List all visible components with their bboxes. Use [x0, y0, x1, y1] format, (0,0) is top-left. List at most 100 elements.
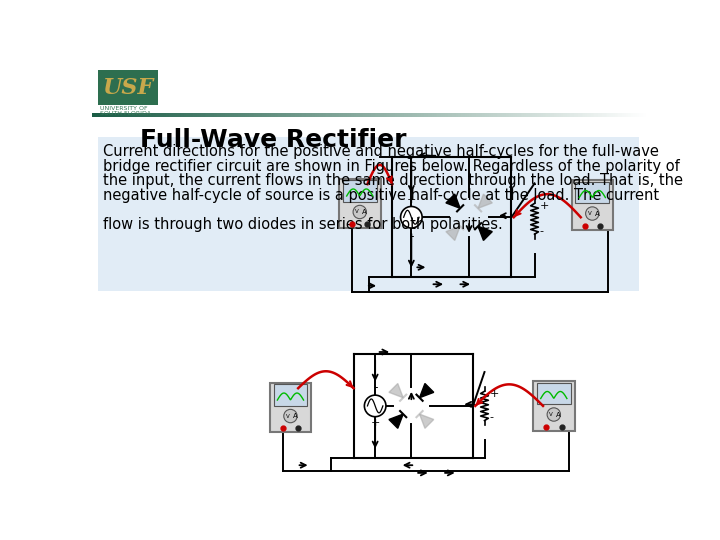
Bar: [641, 113, 643, 117]
Bar: [267, 113, 270, 117]
Bar: [644, 113, 647, 117]
Bar: [203, 113, 205, 117]
Bar: [181, 113, 183, 117]
Text: +: +: [490, 389, 499, 400]
Bar: [138, 113, 140, 117]
Bar: [513, 113, 516, 117]
Bar: [603, 113, 606, 117]
Bar: [559, 113, 562, 117]
Bar: [526, 113, 528, 117]
Polygon shape: [389, 414, 403, 428]
Bar: [544, 113, 547, 117]
Bar: [611, 113, 613, 117]
Bar: [390, 113, 392, 117]
Bar: [476, 113, 479, 117]
Bar: [585, 113, 588, 117]
Bar: [188, 113, 191, 117]
Bar: [194, 113, 196, 117]
Bar: [107, 113, 109, 117]
Bar: [96, 113, 98, 117]
Bar: [314, 113, 316, 117]
Bar: [621, 113, 623, 117]
Bar: [364, 113, 366, 117]
FancyBboxPatch shape: [575, 182, 609, 204]
Bar: [166, 113, 168, 117]
Text: V: V: [588, 211, 591, 216]
Bar: [293, 113, 296, 117]
Bar: [269, 113, 272, 117]
Bar: [505, 113, 508, 117]
Bar: [631, 113, 634, 117]
Text: A: A: [362, 209, 367, 215]
Bar: [123, 113, 126, 117]
Bar: [149, 113, 152, 117]
Bar: [182, 113, 185, 117]
Bar: [230, 113, 233, 117]
Bar: [326, 113, 329, 117]
Bar: [404, 113, 407, 117]
Bar: [576, 113, 579, 117]
Bar: [380, 113, 383, 117]
Bar: [162, 113, 165, 117]
Circle shape: [585, 207, 599, 220]
Text: UNIVERSITY OF: UNIVERSITY OF: [99, 106, 147, 111]
Bar: [135, 113, 137, 117]
Bar: [437, 113, 440, 117]
Bar: [354, 113, 357, 117]
Bar: [569, 113, 571, 117]
Bar: [136, 113, 139, 117]
Bar: [433, 113, 436, 117]
Bar: [299, 113, 302, 117]
Bar: [297, 113, 300, 117]
Bar: [339, 113, 342, 117]
Bar: [195, 113, 198, 117]
FancyBboxPatch shape: [343, 180, 377, 202]
Bar: [615, 113, 618, 117]
Bar: [386, 113, 388, 117]
Bar: [580, 113, 582, 117]
Bar: [204, 113, 207, 117]
Text: -: -: [540, 226, 544, 236]
Bar: [485, 113, 488, 117]
Polygon shape: [420, 383, 433, 398]
Bar: [173, 113, 176, 117]
Bar: [462, 113, 464, 117]
Bar: [616, 113, 619, 117]
Bar: [253, 113, 255, 117]
Bar: [325, 113, 328, 117]
Bar: [419, 113, 421, 117]
Bar: [271, 113, 274, 117]
Bar: [110, 113, 113, 117]
Bar: [356, 113, 359, 117]
Bar: [510, 113, 512, 117]
Bar: [186, 113, 189, 117]
Bar: [565, 113, 567, 117]
Bar: [578, 113, 580, 117]
Text: +: +: [407, 195, 416, 205]
Text: flow is through two diodes in series for both polarities.: flow is through two diodes in series for…: [104, 217, 503, 232]
Bar: [449, 113, 451, 117]
Bar: [148, 113, 150, 117]
Bar: [489, 113, 492, 117]
Bar: [212, 113, 215, 117]
Bar: [169, 113, 172, 117]
Bar: [539, 113, 541, 117]
Text: the input, the current flows in the same direction through the load. That is, th: the input, the current flows in the same…: [104, 173, 683, 188]
Bar: [306, 113, 309, 117]
Bar: [302, 113, 305, 117]
Bar: [348, 113, 351, 117]
Bar: [280, 113, 283, 117]
Bar: [319, 113, 322, 117]
Bar: [215, 113, 218, 117]
Text: -: -: [409, 230, 413, 242]
Bar: [347, 113, 349, 117]
Bar: [177, 113, 179, 117]
Bar: [338, 113, 341, 117]
Bar: [557, 113, 560, 117]
Bar: [500, 113, 503, 117]
Bar: [94, 113, 96, 117]
Text: bridge rectifier circuit are shown in Figures below. Regardless of the polarity : bridge rectifier circuit are shown in Fi…: [104, 159, 680, 174]
Bar: [622, 113, 625, 117]
Bar: [262, 113, 264, 117]
Text: -: -: [373, 381, 377, 394]
